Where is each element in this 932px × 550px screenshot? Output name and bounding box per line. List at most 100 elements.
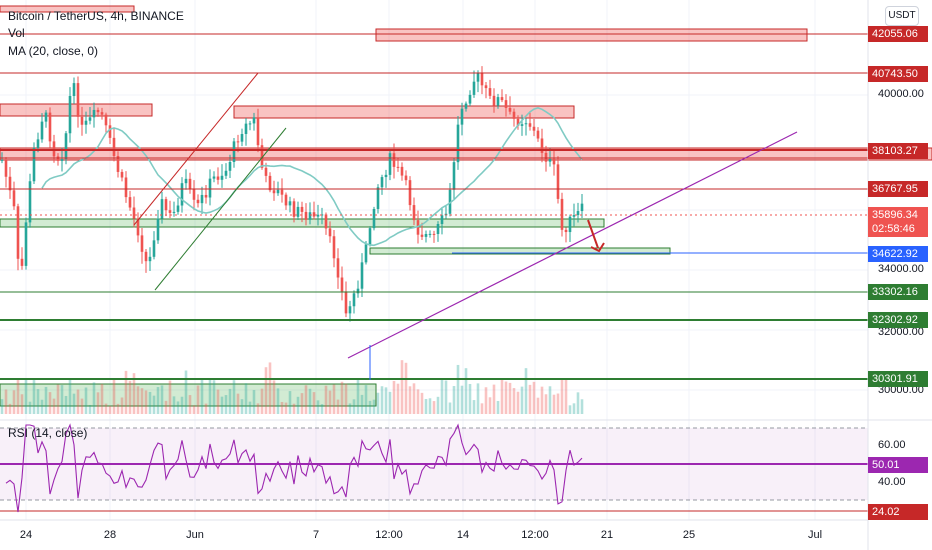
volume-bar (284, 402, 288, 414)
candle-body (468, 94, 472, 104)
candle-body (156, 218, 160, 241)
candle-body (84, 120, 88, 125)
volume-bar (60, 385, 64, 414)
candle-body (480, 73, 484, 86)
candle-body (476, 73, 480, 82)
volume-bar (580, 399, 584, 414)
candle-body (72, 83, 76, 97)
candle-body (216, 176, 220, 180)
resistance-zone (375, 28, 808, 42)
candle-body (388, 153, 392, 175)
volume-legend[interactable]: Vol (8, 26, 25, 40)
ma-line (41, 107, 583, 247)
rsi-line (5, 423, 583, 513)
candle-body (500, 97, 504, 101)
candle-body (560, 198, 564, 230)
volume-bar (224, 395, 228, 414)
price-level-tag: 30301.91 (868, 371, 928, 387)
volume-bar (228, 388, 232, 414)
candle-body (324, 214, 328, 229)
volume-bar (468, 383, 472, 414)
price-tick: 40000.00 (878, 88, 924, 100)
volume-bar (20, 394, 24, 414)
rsi-legend[interactable]: RSI (14, close) (8, 426, 88, 440)
candle-body (188, 178, 192, 190)
candle-body (60, 159, 64, 161)
volume-bar (252, 390, 256, 414)
candle-body (448, 189, 452, 214)
candle-body (196, 199, 200, 204)
rsi-tick: 60.00 (878, 439, 906, 451)
volume-bar (340, 381, 344, 414)
candle-body (264, 167, 268, 176)
candle-body (580, 203, 584, 212)
volume-bar (360, 394, 364, 414)
volume-bar (376, 392, 380, 414)
candle-body (400, 166, 404, 176)
volume-bar (112, 379, 116, 414)
volume-bar (356, 379, 360, 414)
channel-line (133, 72, 259, 226)
volume-bar (396, 383, 400, 414)
candle-body (456, 124, 460, 163)
currency-button[interactable]: USDT (885, 6, 919, 26)
candle-body (576, 211, 580, 216)
candle-body (492, 95, 496, 106)
volume-bar (404, 362, 408, 414)
volume-bar (76, 389, 80, 414)
candle-body (412, 205, 416, 221)
candle-body (392, 153, 396, 167)
candle-body (296, 206, 300, 217)
candle-body (40, 121, 44, 140)
volume-bar (172, 396, 176, 414)
volume-bar (232, 380, 236, 414)
candle-body (76, 83, 80, 117)
candle-body (556, 164, 560, 199)
candle-body (212, 176, 216, 179)
volume-bar (68, 378, 72, 414)
volume-bar (548, 386, 552, 414)
volume-bar (100, 383, 104, 414)
ma-legend[interactable]: MA (20, close, 0) (8, 44, 99, 58)
volume-bar (524, 368, 528, 414)
volume-bar (256, 403, 260, 414)
candle-body (572, 215, 576, 217)
candle-body (64, 133, 68, 160)
candle-body (532, 126, 536, 131)
candle-body (80, 116, 84, 125)
candle-body (172, 211, 176, 213)
volume-bar (168, 380, 172, 414)
candle-body (536, 130, 540, 139)
volume-bar (292, 403, 296, 414)
volume-bar (204, 403, 208, 414)
candle-body (300, 206, 304, 212)
volume-bar (196, 385, 200, 414)
volume-bar (180, 396, 184, 414)
candle-body (276, 189, 280, 194)
candle-body (424, 234, 428, 237)
volume-bar (348, 403, 352, 414)
rsi-value-tag: 50.01 (868, 457, 928, 473)
candle-body (208, 178, 212, 198)
rsi-tick: 40.00 (878, 476, 906, 488)
candle-body (384, 174, 388, 178)
volume-bar (272, 380, 276, 414)
price-level-tag: 34622.92 (868, 246, 928, 262)
candle-body (144, 251, 148, 262)
candle-body (304, 211, 308, 220)
time-tick: 28 (103, 529, 117, 541)
volume-bar (236, 393, 240, 414)
candle-body (4, 159, 8, 177)
price-tick: 30000.00 (878, 384, 924, 396)
candle-body (248, 123, 252, 125)
resistance-zone (233, 105, 575, 119)
volume-bar (12, 390, 16, 414)
time-tick: 24 (19, 529, 33, 541)
candle-body (104, 114, 108, 126)
symbol-title[interactable]: Bitcoin / TetherUS, 4h, BINANCE (8, 9, 184, 23)
forecast-arrow (587, 219, 599, 249)
candle-body (0, 159, 4, 161)
price-tick: 34000.00 (878, 263, 924, 275)
volume-bar (164, 400, 168, 414)
